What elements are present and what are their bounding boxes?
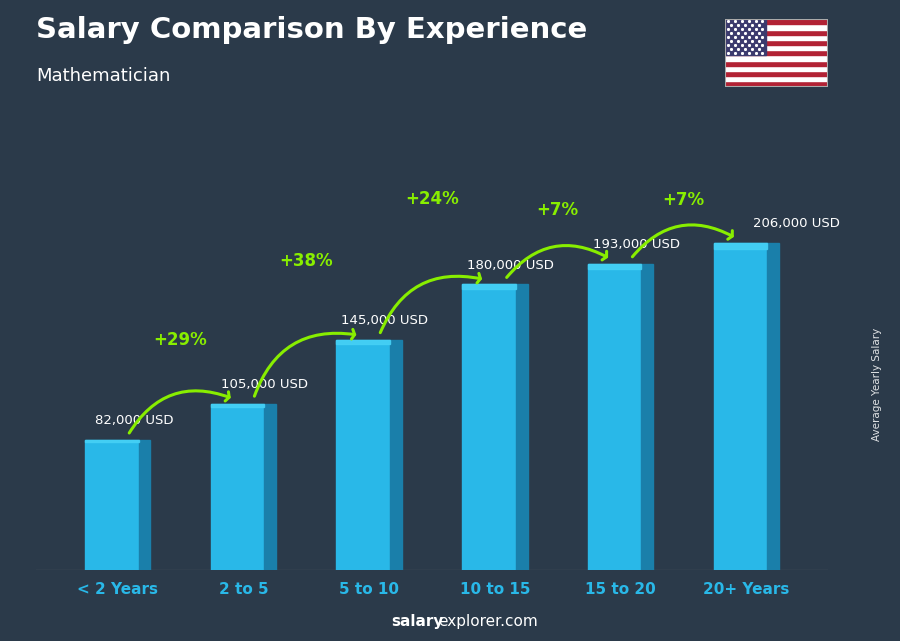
Bar <box>390 340 401 570</box>
Bar <box>724 76 828 81</box>
Text: 82,000 USD: 82,000 USD <box>95 415 174 428</box>
Bar <box>724 19 766 56</box>
Bar <box>463 285 516 290</box>
Bar <box>516 285 527 570</box>
Bar <box>139 440 150 570</box>
Bar <box>724 19 828 24</box>
Text: explorer.com: explorer.com <box>438 615 538 629</box>
Bar <box>211 404 265 406</box>
Text: 193,000 USD: 193,000 USD <box>593 238 680 251</box>
Bar <box>724 71 828 76</box>
Text: +7%: +7% <box>662 191 705 209</box>
Bar <box>724 45 828 50</box>
Bar <box>337 340 390 344</box>
Bar <box>724 50 828 56</box>
Bar <box>724 40 828 45</box>
Bar <box>724 56 828 61</box>
Bar <box>85 440 139 570</box>
Text: +24%: +24% <box>405 190 459 208</box>
Text: 145,000 USD: 145,000 USD <box>341 314 428 328</box>
Bar <box>724 35 828 40</box>
Text: 206,000 USD: 206,000 USD <box>752 217 840 230</box>
Bar <box>714 243 767 570</box>
Bar <box>211 404 265 570</box>
Text: salary: salary <box>392 615 444 629</box>
Bar <box>463 285 516 570</box>
Text: +29%: +29% <box>154 331 207 349</box>
Text: Salary Comparison By Experience: Salary Comparison By Experience <box>36 16 587 44</box>
Text: Mathematician: Mathematician <box>36 67 170 85</box>
Bar <box>588 263 642 269</box>
Bar <box>724 24 828 29</box>
Bar <box>85 440 139 442</box>
Text: Average Yearly Salary: Average Yearly Salary <box>872 328 883 441</box>
Bar <box>724 81 828 87</box>
Text: +38%: +38% <box>280 251 333 269</box>
Bar <box>714 243 767 249</box>
Bar <box>724 61 828 66</box>
Bar <box>642 263 653 570</box>
Bar <box>337 340 390 570</box>
Text: +7%: +7% <box>536 201 579 219</box>
Bar <box>724 66 828 71</box>
Bar <box>767 243 779 570</box>
Text: 105,000 USD: 105,000 USD <box>220 378 308 391</box>
Bar <box>265 404 276 570</box>
Bar <box>588 263 642 570</box>
Bar <box>724 29 828 35</box>
Text: 180,000 USD: 180,000 USD <box>467 258 554 272</box>
